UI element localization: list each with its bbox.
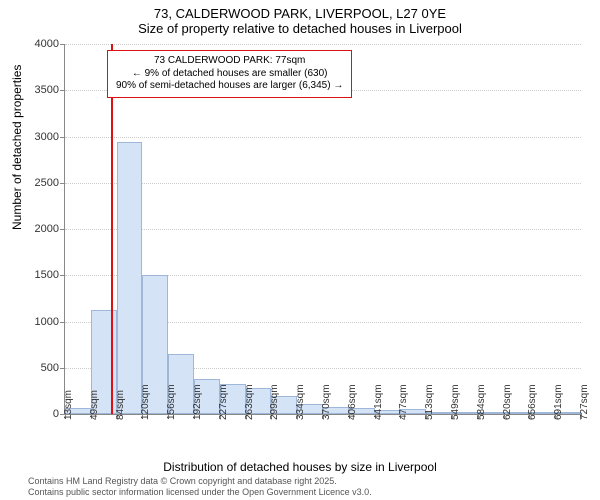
xtick-label: 584sqm	[476, 384, 487, 420]
ytick-label: 3000	[35, 131, 65, 143]
ytick-label: 500	[41, 362, 65, 374]
xtick-label: 334sqm	[295, 384, 306, 420]
ytick-label: 4000	[35, 38, 65, 50]
xtick-label: 120sqm	[140, 384, 151, 420]
footer-line2: Contains public sector information licen…	[28, 487, 372, 498]
xtick-label: 406sqm	[347, 384, 358, 420]
ytick-label: 3500	[35, 84, 65, 96]
chart-container: 73, CALDERWOOD PARK, LIVERPOOL, L27 0YE …	[0, 0, 600, 500]
ytick-label: 1500	[35, 269, 65, 281]
annotation-line3: 90% of semi-detached houses are larger (…	[116, 80, 343, 93]
grid-line	[65, 44, 581, 45]
ytick-label: 2000	[35, 223, 65, 235]
xtick-label: 477sqm	[398, 384, 409, 420]
ytick-label: 2500	[35, 177, 65, 189]
chart-title-address: 73, CALDERWOOD PARK, LIVERPOOL, L27 0YE	[0, 0, 600, 21]
xtick-label: 370sqm	[321, 384, 332, 420]
annotation-line2: ← 9% of detached houses are smaller (630…	[116, 68, 343, 81]
chart-title-desc: Size of property relative to detached ho…	[0, 21, 600, 40]
xtick-label: 84sqm	[115, 390, 126, 420]
xtick-label: 227sqm	[218, 384, 229, 420]
plot-area: 0500100015002000250030003500400013sqm49s…	[64, 44, 580, 414]
histogram-bar	[117, 142, 143, 414]
ytick-label: 1000	[35, 316, 65, 328]
xtick-label: 656sqm	[527, 384, 538, 420]
annotation-line1: 73 CALDERWOOD PARK: 77sqm	[116, 55, 343, 68]
footer-line1: Contains HM Land Registry data © Crown c…	[28, 476, 372, 487]
xtick-label: 549sqm	[450, 384, 461, 420]
xtick-label: 441sqm	[373, 384, 384, 420]
xtick-label: 192sqm	[192, 384, 203, 420]
xtick-label: 299sqm	[269, 384, 280, 420]
footer-attribution: Contains HM Land Registry data © Crown c…	[28, 476, 372, 498]
y-axis-label: Number of detached properties	[10, 65, 24, 230]
property-marker-line	[111, 44, 113, 414]
xtick-label: 156sqm	[166, 384, 177, 420]
x-axis-label: Distribution of detached houses by size …	[0, 460, 600, 474]
xtick-label: 513sqm	[424, 384, 435, 420]
xtick-label: 49sqm	[89, 390, 100, 420]
grid-line	[65, 137, 581, 138]
xtick-label: 620sqm	[502, 384, 513, 420]
xtick-label: 263sqm	[244, 384, 255, 420]
xtick-label: 13sqm	[63, 390, 74, 420]
grid-line	[65, 183, 581, 184]
xtick-label: 691sqm	[553, 384, 564, 420]
annotation-box: 73 CALDERWOOD PARK: 77sqm← 9% of detache…	[107, 50, 352, 98]
xtick-label: 727sqm	[579, 384, 590, 420]
grid-line	[65, 229, 581, 230]
